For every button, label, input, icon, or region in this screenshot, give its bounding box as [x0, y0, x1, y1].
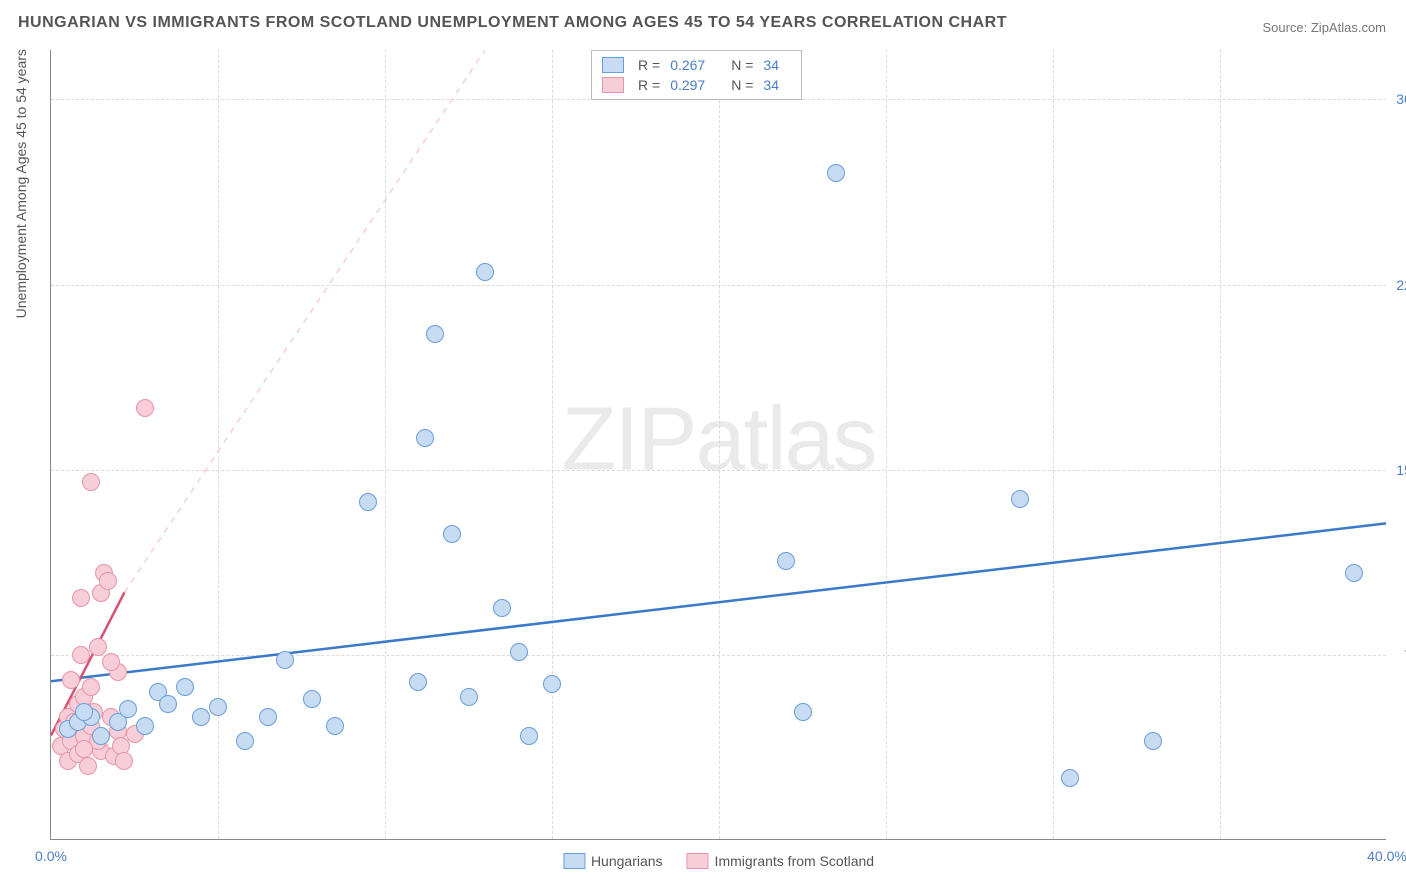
series2-swatch [602, 77, 624, 93]
gridline-vertical [886, 50, 887, 839]
data-point [99, 572, 117, 590]
data-point [136, 399, 154, 417]
r-label: R = [638, 77, 660, 93]
data-point [460, 688, 478, 706]
data-point [777, 552, 795, 570]
data-point [493, 599, 511, 617]
gridline-vertical [218, 50, 219, 839]
y-tick-label: 7.5% [1391, 647, 1406, 663]
data-point [443, 525, 461, 543]
n-label: N = [731, 77, 753, 93]
data-point [409, 673, 427, 691]
data-point [426, 325, 444, 343]
data-point [416, 429, 434, 447]
data-point [259, 708, 277, 726]
data-point [827, 164, 845, 182]
series1-r-value: 0.267 [670, 57, 705, 73]
watermark-zip: ZIP [561, 389, 695, 489]
data-point [119, 700, 137, 718]
correlation-row-2: R = 0.297 N = 34 [602, 75, 791, 95]
data-point [476, 263, 494, 281]
data-point [89, 638, 107, 656]
data-point [75, 740, 93, 758]
gridline-vertical [1220, 50, 1221, 839]
series2-r-value: 0.297 [670, 77, 705, 93]
data-point [1061, 769, 1079, 787]
data-point [209, 698, 227, 716]
data-point [303, 690, 321, 708]
data-point [75, 703, 93, 721]
series1-n-value: 34 [763, 57, 779, 73]
gridline-vertical [552, 50, 553, 839]
data-point [115, 752, 133, 770]
data-point [79, 757, 97, 775]
data-point [1345, 564, 1363, 582]
data-point [72, 646, 90, 664]
y-tick-label: 30.0% [1391, 91, 1406, 107]
data-point [192, 708, 210, 726]
watermark-atlas: atlas [695, 389, 875, 489]
data-point [520, 727, 538, 745]
x-tick-label: 40.0% [1367, 848, 1406, 864]
correlation-row-1: R = 0.267 N = 34 [602, 55, 791, 75]
data-point [72, 589, 90, 607]
series1-label: Hungarians [591, 853, 663, 869]
gridline-vertical [385, 50, 386, 839]
data-point [82, 678, 100, 696]
bottom-legend: Hungarians Immigrants from Scotland [563, 853, 874, 869]
plot-area: Unemployment Among Ages 45 to 54 years Z… [50, 50, 1386, 840]
y-tick-label: 22.5% [1391, 277, 1406, 293]
source-attribution: Source: ZipAtlas.com [1262, 20, 1386, 35]
correlation-legend: R = 0.267 N = 34 R = 0.297 N = 34 [591, 50, 802, 100]
y-axis-label: Unemployment Among Ages 45 to 54 years [13, 49, 29, 318]
series1-swatch [563, 853, 585, 869]
data-point [82, 473, 100, 491]
data-point [794, 703, 812, 721]
data-point [102, 653, 120, 671]
series2-label: Immigrants from Scotland [715, 853, 875, 869]
data-point [359, 493, 377, 511]
series1-swatch [602, 57, 624, 73]
x-tick-label: 0.0% [35, 848, 67, 864]
chart-title: HUNGARIAN VS IMMIGRANTS FROM SCOTLAND UN… [18, 14, 1007, 32]
data-point [92, 727, 110, 745]
r-label: R = [638, 57, 660, 73]
chart-container: HUNGARIAN VS IMMIGRANTS FROM SCOTLAND UN… [0, 0, 1406, 892]
legend-item-1: Hungarians [563, 853, 663, 869]
gridline-vertical [1053, 50, 1054, 839]
gridline-vertical [719, 50, 720, 839]
data-point [62, 671, 80, 689]
series2-swatch [687, 853, 709, 869]
data-point [236, 732, 254, 750]
n-label: N = [731, 57, 753, 73]
data-point [276, 651, 294, 669]
data-point [1144, 732, 1162, 750]
legend-item-2: Immigrants from Scotland [687, 853, 875, 869]
data-point [1011, 490, 1029, 508]
data-point [136, 717, 154, 735]
data-point [510, 643, 528, 661]
data-point [176, 678, 194, 696]
data-point [159, 695, 177, 713]
series2-n-value: 34 [763, 77, 779, 93]
y-tick-label: 15.0% [1391, 462, 1406, 478]
data-point [326, 717, 344, 735]
data-point [543, 675, 561, 693]
